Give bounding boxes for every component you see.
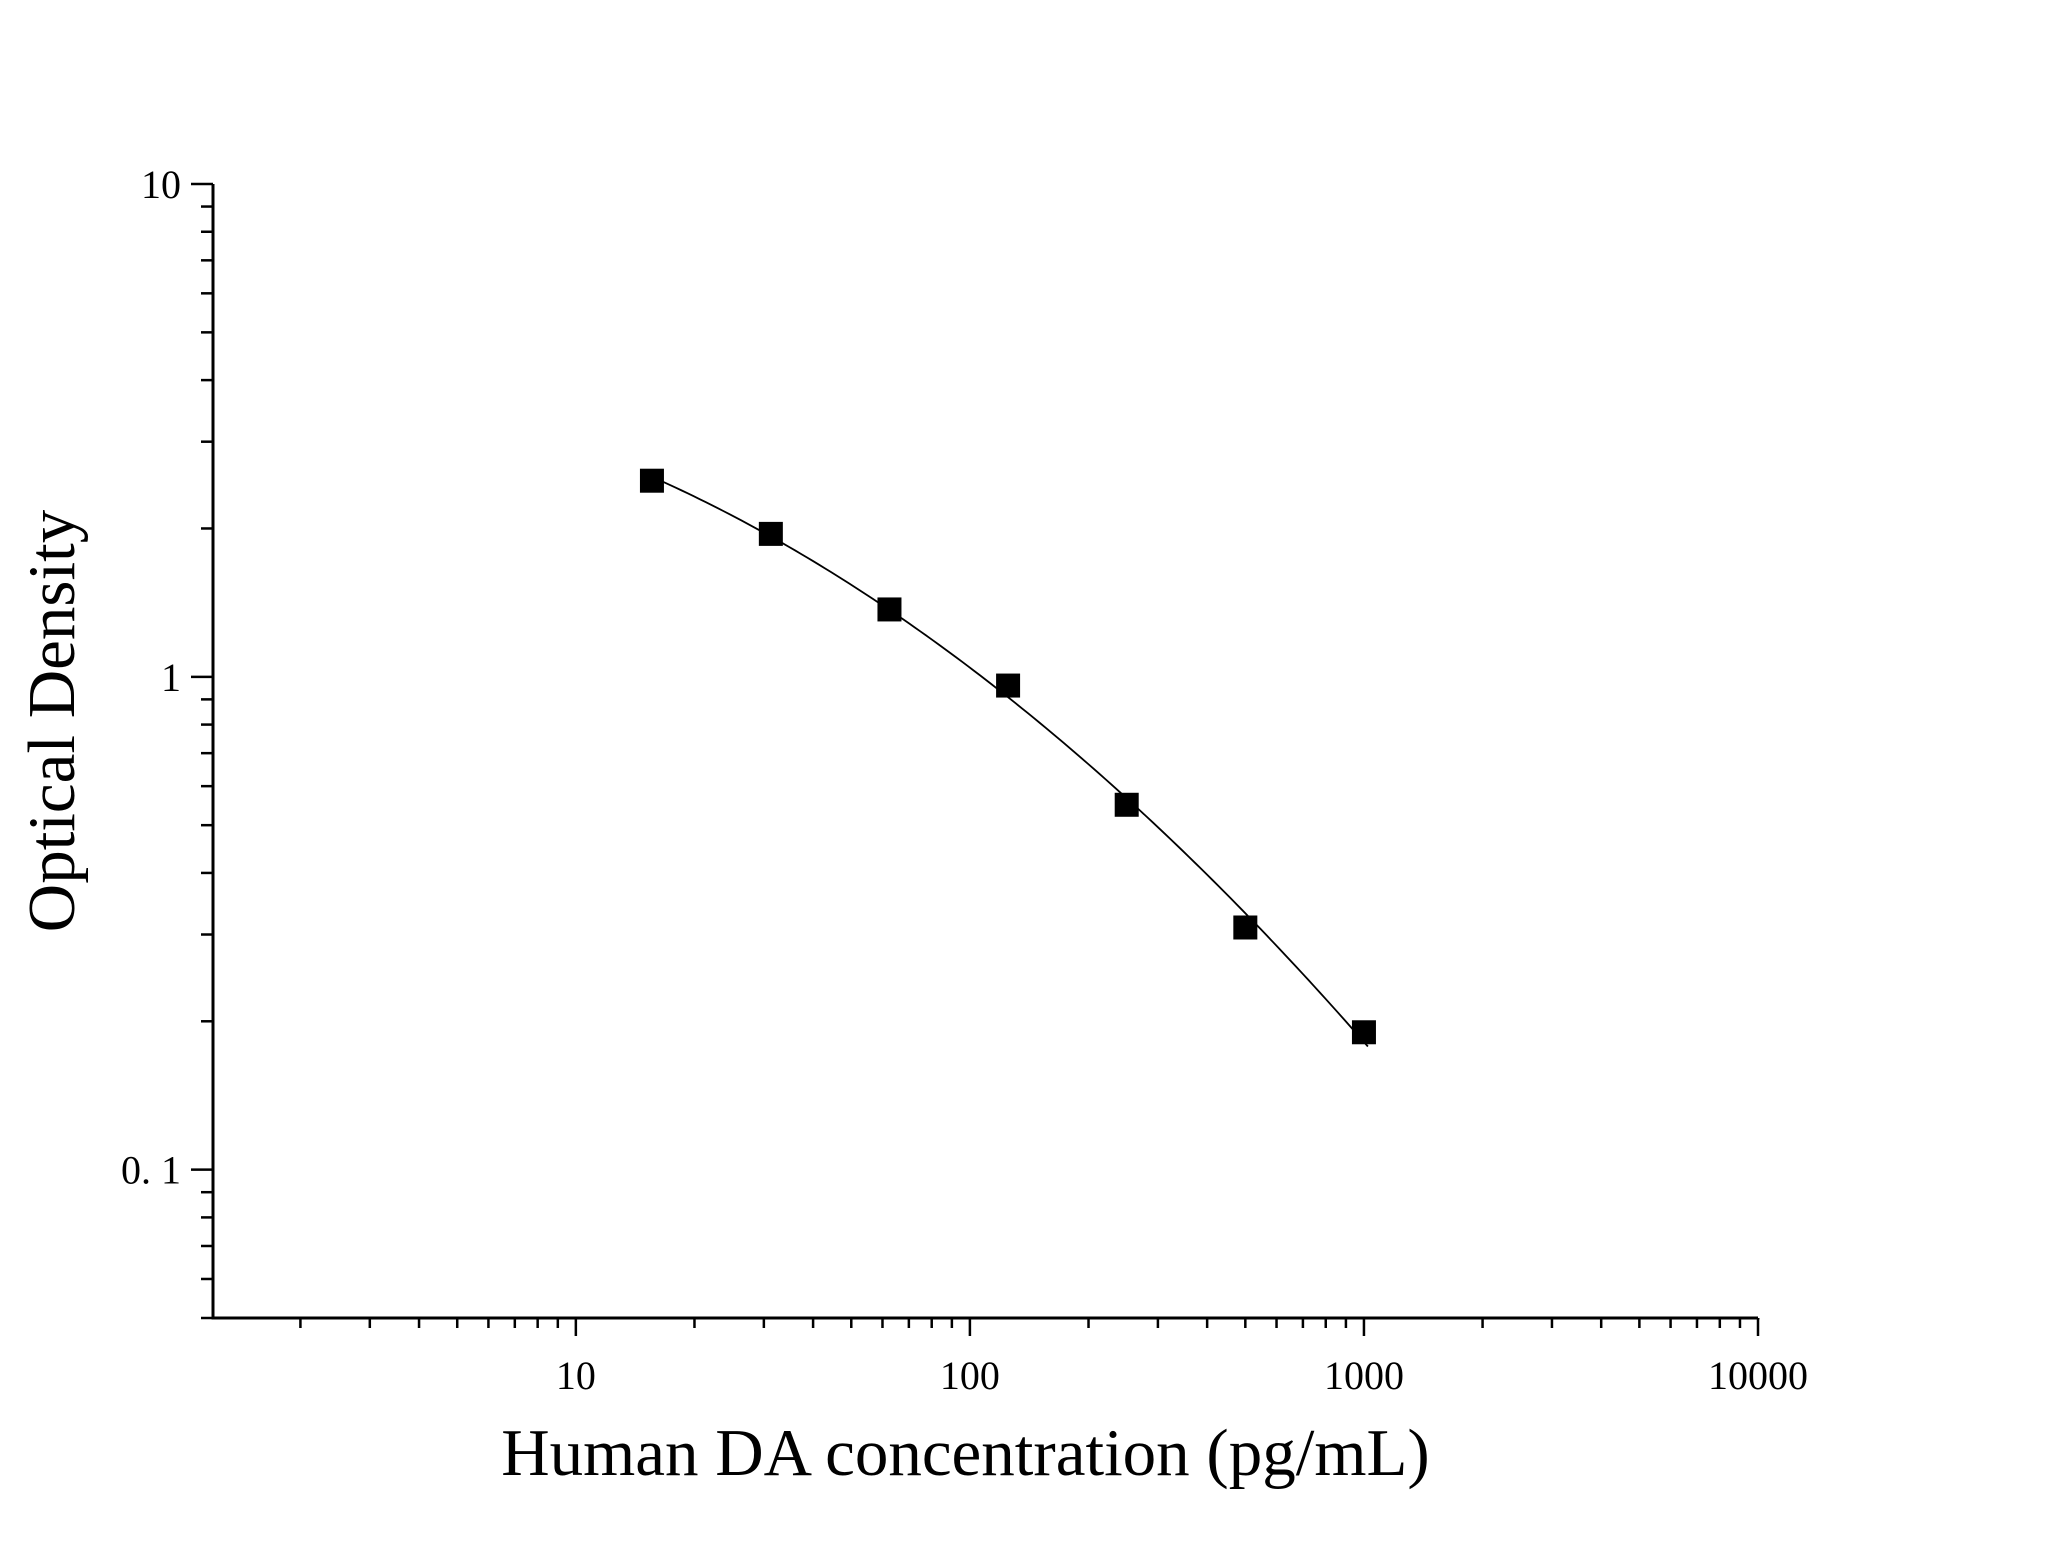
axes [211, 184, 1760, 1320]
x-tick-label: 1000 [1324, 1353, 1404, 1398]
y-tick-label: 1 [161, 655, 181, 700]
data-point-marker [1233, 915, 1258, 940]
x-tick-label: 10000 [1708, 1353, 1808, 1398]
x-tick-label: 10 [556, 1353, 596, 1398]
data-point-marker [758, 521, 783, 546]
tick-labels: 10 100 1000 10000 0. 1 1 10 [121, 162, 1808, 1398]
x-tick-label: 100 [940, 1353, 1000, 1398]
fit-curve [651, 475, 1369, 1048]
y-tick-label: 10 [141, 162, 181, 207]
data-point-marker [639, 468, 664, 493]
axis-ticks [191, 182, 1760, 1336]
data-point-marker [996, 673, 1021, 698]
x-axis-title: Human DA concentration (pg/mL) [501, 1416, 1429, 1490]
data-point-marker [1114, 792, 1139, 817]
data-point-marker [1351, 1020, 1376, 1045]
axis-frame [211, 184, 1760, 1320]
data-points [639, 468, 1376, 1045]
y-tick-label: 0. 1 [121, 1148, 181, 1193]
data-point-marker [877, 597, 902, 622]
y-axis-title: Optical Density [15, 509, 89, 932]
